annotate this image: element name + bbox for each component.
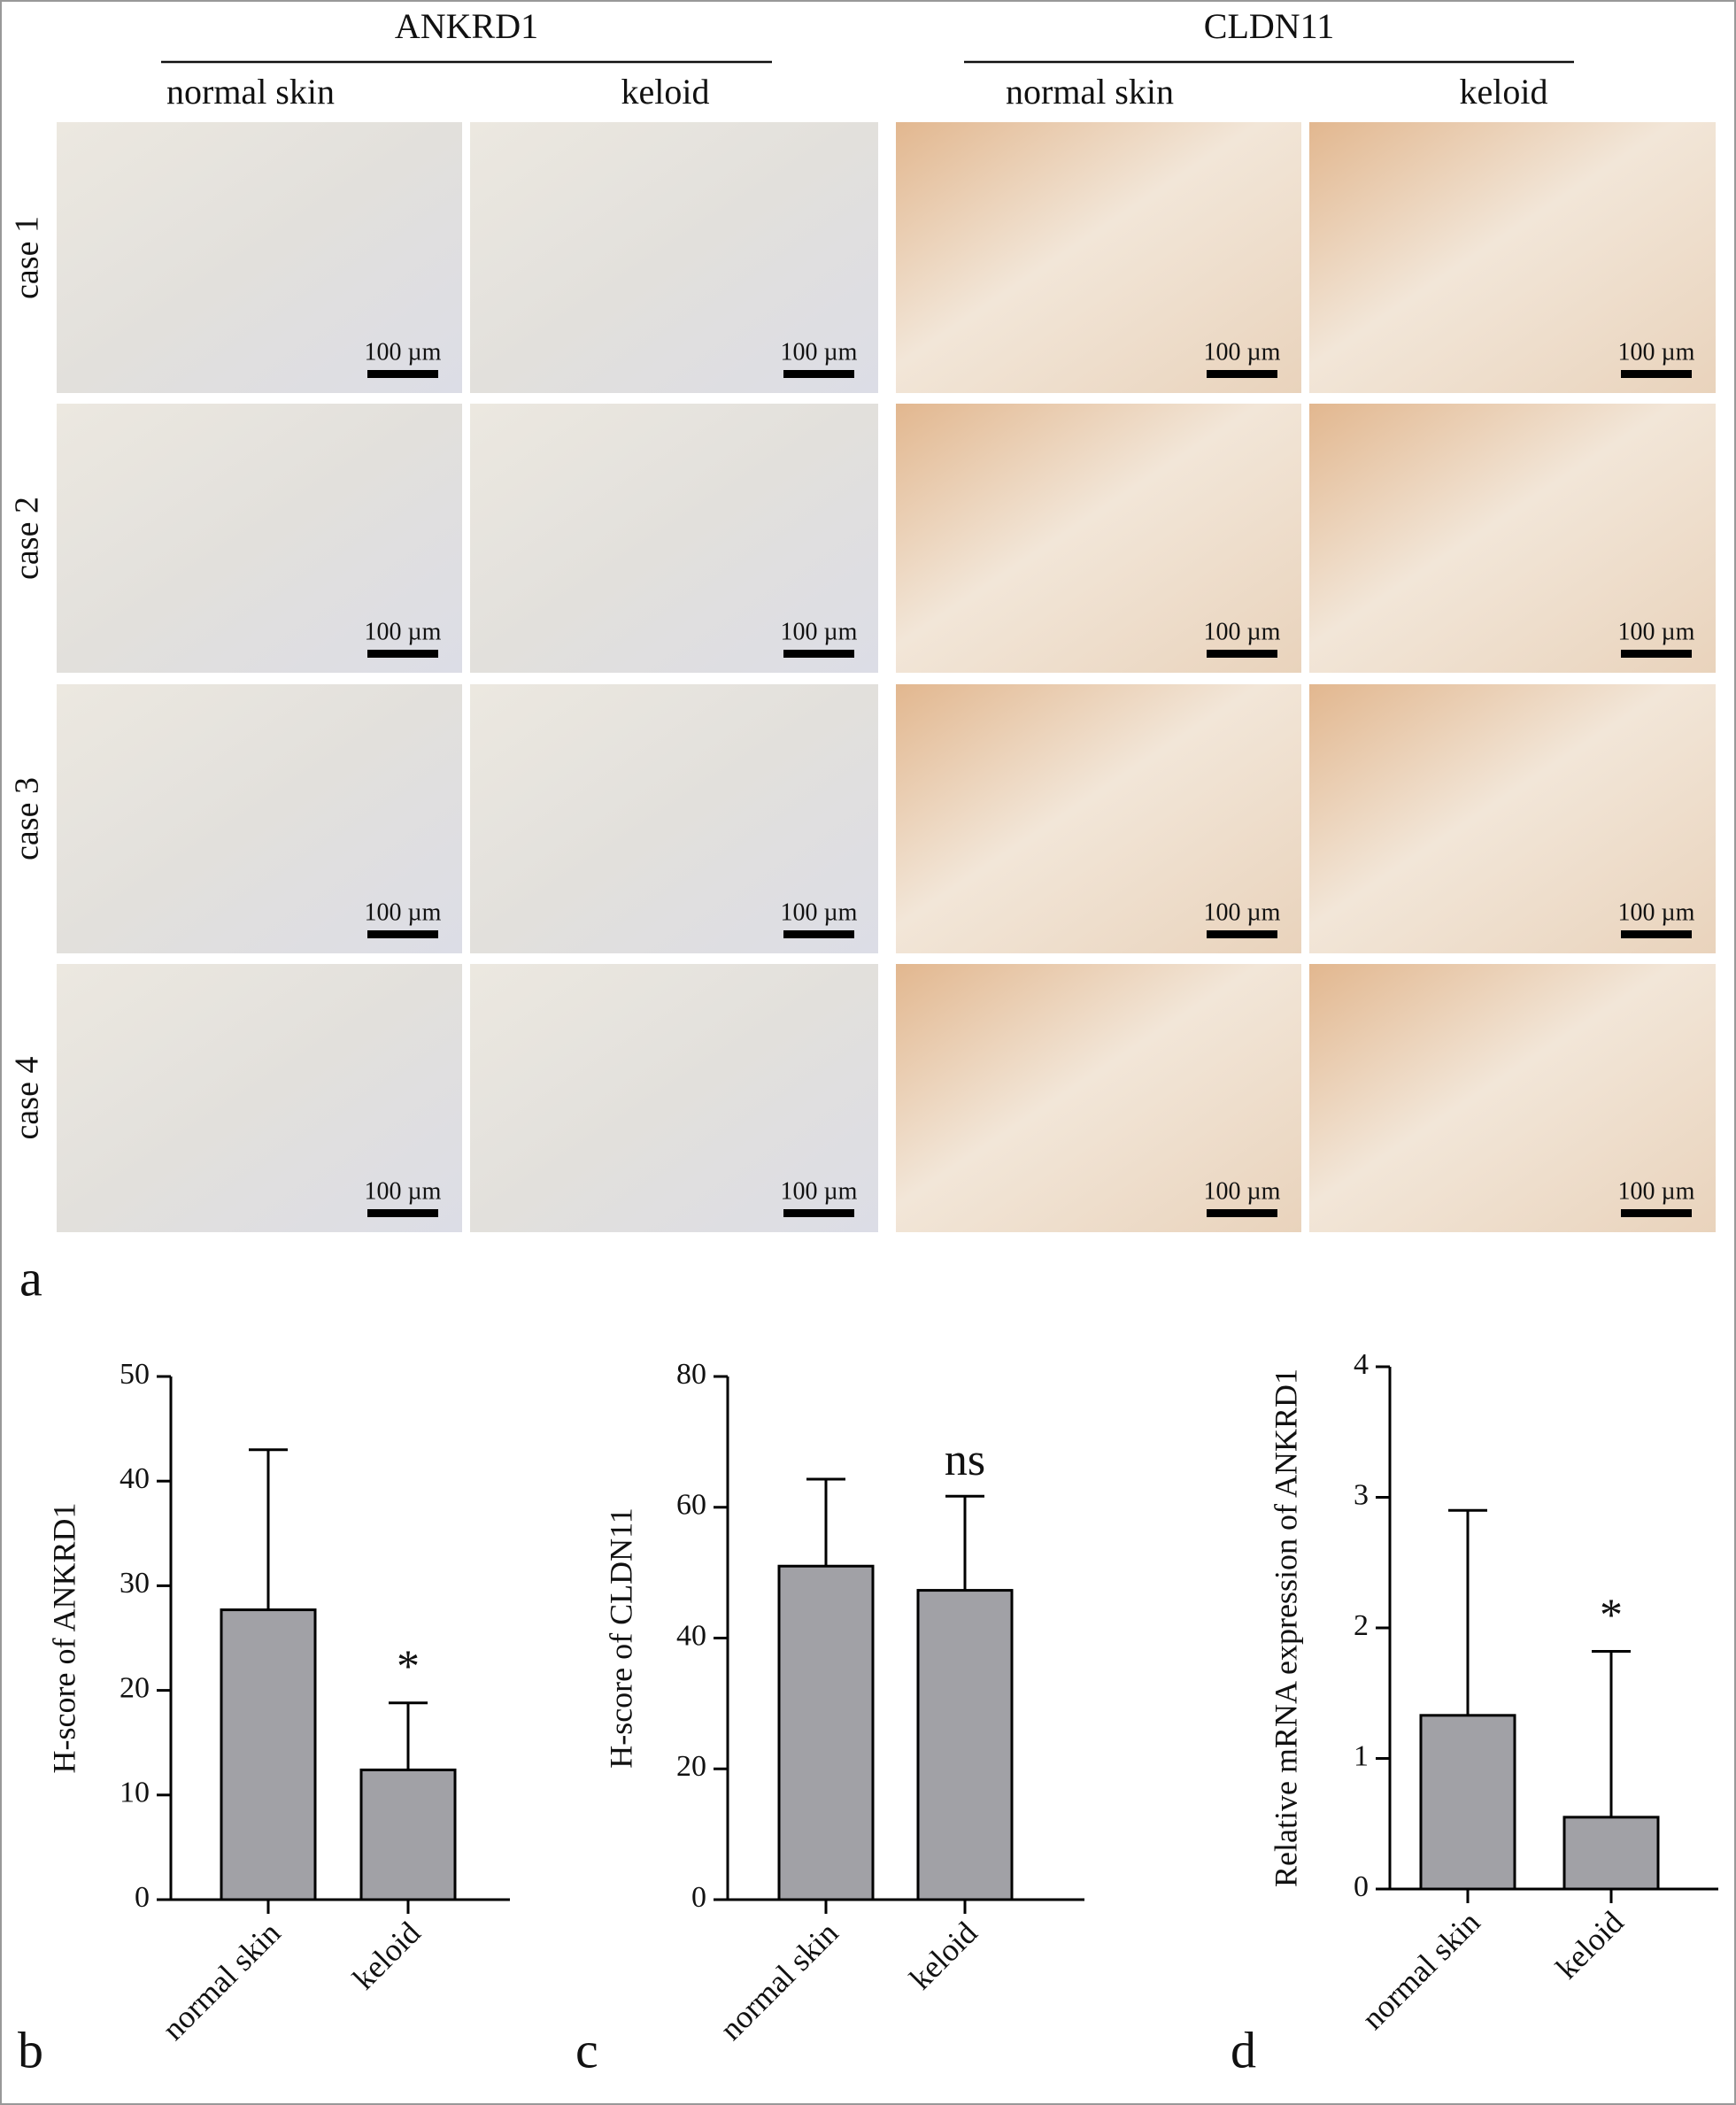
row-label: case 2: [9, 497, 46, 580]
bar: [777, 1564, 875, 1901]
scale-bar: [783, 1209, 854, 1217]
scale-bar: [1621, 370, 1692, 378]
scale-bar: [1207, 1209, 1277, 1217]
y-axis-label: Relative mRNA expression of ANKRD1: [1268, 1369, 1303, 1887]
micrograph: [896, 122, 1301, 393]
scale-bar: [1207, 650, 1277, 658]
micrograph: [57, 964, 462, 1232]
scale-bar-label: 100 µm: [781, 618, 858, 645]
scale-bar: [1621, 930, 1692, 938]
bar: [359, 1768, 457, 1901]
micrograph: [57, 684, 462, 953]
scale-bar-label: 100 µm: [1618, 1177, 1695, 1205]
column-label: keloid: [621, 72, 710, 112]
micrograph: [57, 404, 462, 673]
row-label: case 1: [9, 216, 46, 299]
scale-bar-label: 100 µm: [1204, 1177, 1281, 1205]
scale-bar-label: 100 µm: [1618, 618, 1695, 645]
scale-bar: [367, 1209, 438, 1217]
y-axis-label: H-score of ANKRD1: [46, 1503, 81, 1774]
y-tick-label: 10: [120, 1777, 150, 1809]
y-tick-label: 40: [676, 1619, 706, 1652]
significance-label: *: [1600, 1590, 1623, 1640]
row-label: case 4: [9, 1057, 46, 1140]
column-label: normal skin: [1006, 72, 1174, 112]
bar: [1419, 1714, 1516, 1891]
scale-bar-label: 100 µm: [781, 1177, 858, 1205]
scale-bar-label: 100 µm: [1204, 618, 1281, 645]
scale-bar: [783, 650, 854, 658]
row-label: case 3: [9, 777, 46, 860]
scale-bar: [1621, 1209, 1692, 1217]
scale-bar-label: 100 µm: [781, 338, 858, 366]
significance-label: ns: [945, 1435, 985, 1485]
scale-bar: [783, 370, 854, 378]
scale-bar-label: 100 µm: [1204, 898, 1281, 926]
micrograph: [1309, 122, 1716, 393]
micrograph: [896, 404, 1301, 673]
column-label: normal skin: [166, 72, 335, 112]
micrograph: [896, 964, 1301, 1232]
micrograph: [57, 122, 462, 393]
scale-bar-label: 100 µm: [365, 898, 442, 926]
scale-bar-label: 100 µm: [1618, 898, 1695, 926]
bar: [1562, 1816, 1660, 1891]
y-tick-label: 0: [1354, 1870, 1369, 1903]
micrograph: [470, 122, 878, 393]
y-tick-label: 30: [120, 1567, 150, 1600]
panel-letter: a: [19, 1249, 42, 1307]
micrograph: [1309, 964, 1716, 1232]
significance-label: *: [397, 1642, 420, 1692]
scale-bar: [367, 650, 438, 658]
micrograph: [470, 404, 878, 673]
micrograph: [1309, 404, 1716, 673]
y-tick-label: 40: [120, 1462, 150, 1495]
micrograph: [1309, 684, 1716, 953]
scale-bar: [367, 370, 438, 378]
y-tick-label: 0: [135, 1881, 150, 1914]
y-tick-label: 20: [676, 1750, 706, 1783]
group-title: ANKRD1: [395, 6, 538, 46]
scale-bar-label: 100 µm: [365, 338, 442, 366]
panel-letter: d: [1231, 2021, 1256, 2078]
scale-bar: [1621, 650, 1692, 658]
scale-bar-label: 100 µm: [365, 618, 442, 645]
y-tick-label: 1: [1354, 1739, 1369, 1772]
scale-bar-label: 100 µm: [365, 1177, 442, 1205]
y-tick-label: 0: [691, 1881, 706, 1914]
y-tick-label: 4: [1354, 1348, 1369, 1381]
scale-bar: [783, 930, 854, 938]
panel-letter: c: [575, 2021, 598, 2078]
y-tick-label: 2: [1354, 1609, 1369, 1642]
bar: [220, 1608, 317, 1901]
scale-bar-label: 100 µm: [1204, 338, 1281, 366]
bar: [916, 1589, 1014, 1901]
y-tick-label: 50: [120, 1358, 150, 1391]
y-tick-label: 20: [120, 1671, 150, 1704]
micrograph: [896, 684, 1301, 953]
scale-bar: [1207, 930, 1277, 938]
micrograph: [470, 964, 878, 1232]
y-tick-label: 80: [676, 1358, 706, 1391]
scale-bar: [1207, 370, 1277, 378]
scale-bar-label: 100 µm: [781, 898, 858, 926]
column-label: keloid: [1460, 72, 1548, 112]
group-title: CLDN11: [1204, 6, 1334, 46]
scale-bar-label: 100 µm: [1618, 338, 1695, 366]
y-tick-label: 3: [1354, 1478, 1369, 1511]
scale-bar: [367, 930, 438, 938]
y-axis-label: H-score of CLDN11: [603, 1507, 638, 1769]
y-tick-label: 60: [676, 1489, 706, 1522]
micrograph: [470, 684, 878, 953]
panel-letter: b: [18, 2021, 43, 2078]
